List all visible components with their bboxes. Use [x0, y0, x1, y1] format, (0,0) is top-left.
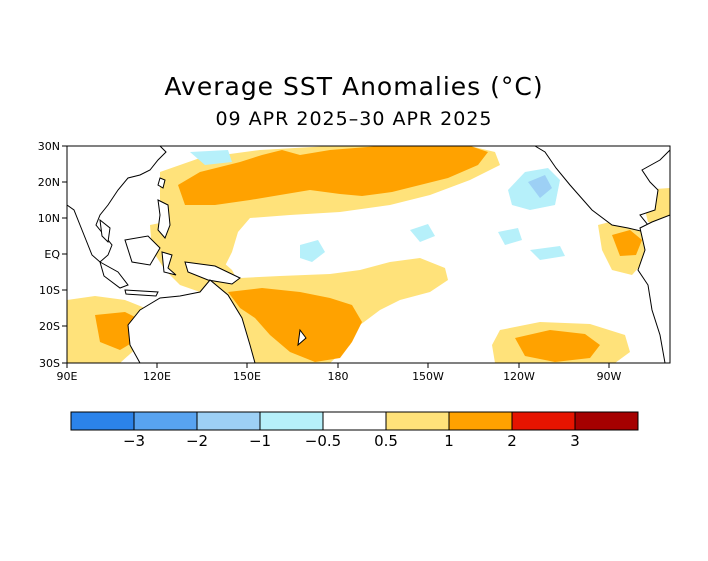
colorbar-label-7: 3	[570, 432, 580, 450]
lat-label-20s: 20S	[39, 320, 60, 333]
colorbar-label-1: −2	[186, 432, 208, 450]
colorbar: −3 −2 −1 −0.5 0.5 1 2 3	[70, 411, 639, 450]
north-pacific-strong-warm	[178, 146, 488, 205]
cool-patch-central-3	[498, 228, 522, 245]
lon-label-120e: 120E	[143, 370, 171, 383]
east-pacific-strong-warm-patch	[612, 230, 642, 256]
lon-label-150e: 150E	[233, 370, 261, 383]
malay-peninsula	[99, 218, 111, 244]
lat-label-30s: 30S	[39, 357, 60, 370]
philippines	[157, 199, 171, 239]
cool-patch-central-2	[410, 224, 435, 242]
south-pacific-strong-warm	[228, 288, 362, 362]
colorbar-swatch-8	[574, 411, 639, 431]
lon-label-90w: 90W	[597, 370, 622, 383]
lat-label-10n: 10N	[38, 212, 60, 225]
colorbar-label-2: −1	[249, 432, 271, 450]
lat-label-eq: EQ	[44, 248, 60, 261]
lon-label-180: 180	[328, 370, 349, 383]
map-title: Average SST Anomalies (°C)	[164, 72, 544, 101]
australia	[127, 279, 256, 364]
lon-label-90e: 90E	[57, 370, 78, 383]
southeast-pacific-strong-warm	[515, 330, 600, 362]
colorbar-label-3: −0.5	[305, 432, 341, 450]
taiwan	[157, 177, 166, 189]
colorbar-swatch-3	[259, 411, 324, 431]
colorbar-label-5: 1	[444, 432, 454, 450]
colorbar-swatch-0	[70, 411, 135, 431]
cool-patch-east-pacific-core	[528, 175, 552, 198]
cool-patch-central-1	[300, 240, 325, 262]
asia-coast	[66, 145, 167, 263]
lat-label-10s: 10S	[39, 284, 60, 297]
map-date-range: 09 APR 2025–30 APR 2025	[215, 108, 493, 130]
sumatra	[99, 260, 129, 289]
new-guinea	[184, 261, 241, 285]
colorbar-label-6: 2	[507, 432, 517, 450]
colorbar-swatch-2	[196, 411, 261, 431]
coastlines	[66, 145, 671, 364]
cool-patch-northwest	[190, 150, 232, 165]
java	[124, 289, 159, 297]
lon-label-150w: 150W	[412, 370, 444, 383]
north-america-coast	[533, 145, 671, 233]
lat-label-20n: 20N	[38, 176, 60, 189]
lon-label-120w: 120W	[503, 370, 535, 383]
borneo	[124, 235, 161, 266]
south-america-coast	[637, 214, 671, 364]
colorbar-swatch-6	[448, 411, 513, 431]
longitude-axis: 90E 120E 150E 180 150W 120W 90W	[57, 363, 622, 383]
colorbar-label-4: 0.5	[374, 432, 398, 450]
cool-patch-central-4	[530, 246, 565, 260]
colorbar-label-0: −3	[123, 432, 145, 450]
latitude-axis: 30N 20N 10N EQ 10S 20S 30S	[38, 140, 67, 370]
colorbar-swatch-7	[511, 411, 576, 431]
sulawesi	[161, 251, 177, 276]
new-zealand	[297, 328, 307, 347]
lat-label-30n: 30N	[38, 140, 60, 153]
colorbar-swatch-5	[385, 411, 450, 431]
colorbar-swatch-4	[322, 411, 387, 431]
colorbar-swatch-1	[133, 411, 198, 431]
